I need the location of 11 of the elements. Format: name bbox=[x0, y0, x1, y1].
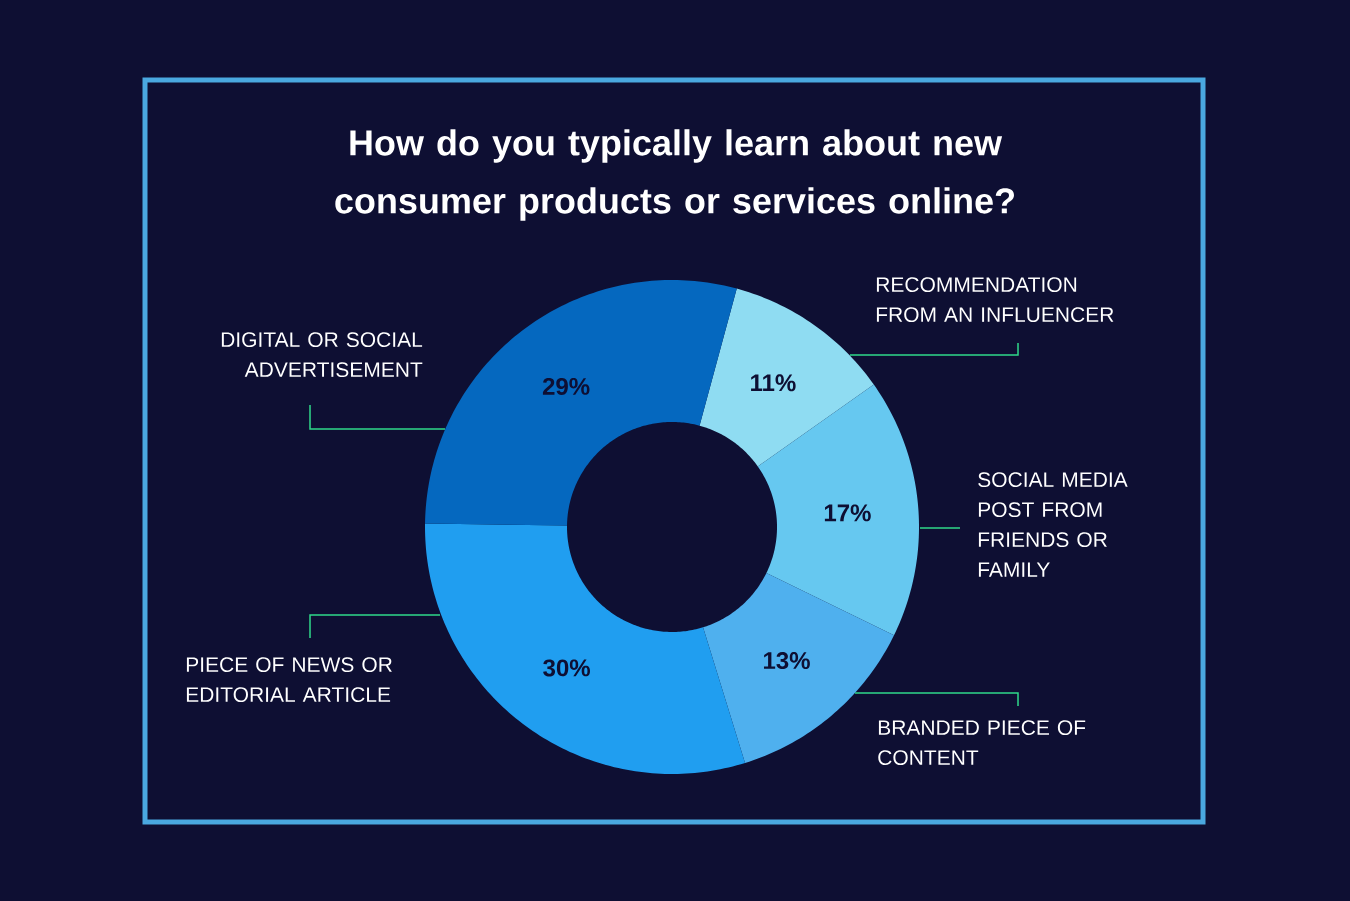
slice-label: RECOMMENDATION FROM AN INFLUENCER bbox=[876, 277, 1114, 323]
data-label: 30% bbox=[543, 659, 590, 677]
data-label: 13% bbox=[764, 652, 810, 670]
slice-label: BRANDED PIECE OF CONTENT bbox=[878, 720, 1086, 766]
slice-label: SOCIAL MEDIA POST FROM FRIENDS OR FAMILY bbox=[978, 472, 1128, 577]
data-label: 17% bbox=[824, 504, 871, 522]
data-label: 29% bbox=[542, 377, 590, 395]
chart-title: How do you typically learn about new consumer products or services online? bbox=[335, 129, 1014, 221]
slice-label: DIGITAL OR SOCIAL ADVERTISEMENT bbox=[221, 332, 423, 378]
slice-label: PIECE OF NEWS OR EDITORIAL ARTICLE bbox=[186, 657, 392, 703]
data-label: 11% bbox=[751, 374, 796, 392]
